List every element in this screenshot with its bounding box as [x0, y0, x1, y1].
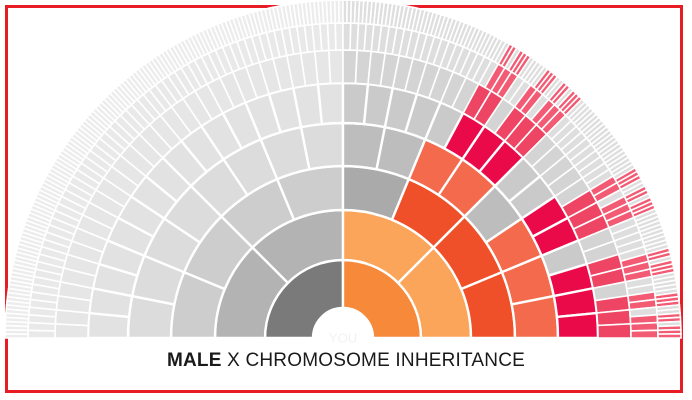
ancestor-segment-gen5 — [316, 81, 345, 126]
ancestor-segment-gen4 — [299, 121, 345, 171]
center-disc — [313, 308, 373, 368]
fan-segments — [4, 0, 682, 340]
diagram-caption: MALE X CHROMOSOME INHERITANCE — [0, 350, 692, 372]
ancestor-segment-gen5 — [555, 311, 600, 340]
ancestor-segment-gen6 — [596, 323, 632, 339]
center-label: YOU — [329, 330, 357, 345]
caption-rest: X CHROMOSOME INHERITANCE — [221, 350, 526, 371]
ancestor-segment-gen6 — [595, 308, 632, 327]
ancestor-segment-gen7 — [630, 329, 659, 339]
ancestor-segment-gen4 — [510, 294, 560, 340]
ancestor-segment-gen7 — [334, 22, 344, 51]
caption-bold: MALE — [166, 350, 222, 371]
ancestor-segment-gen6 — [313, 49, 332, 86]
ancestor-segment-gen8 — [657, 333, 682, 339]
ancestor-segment-gen6 — [328, 49, 344, 85]
